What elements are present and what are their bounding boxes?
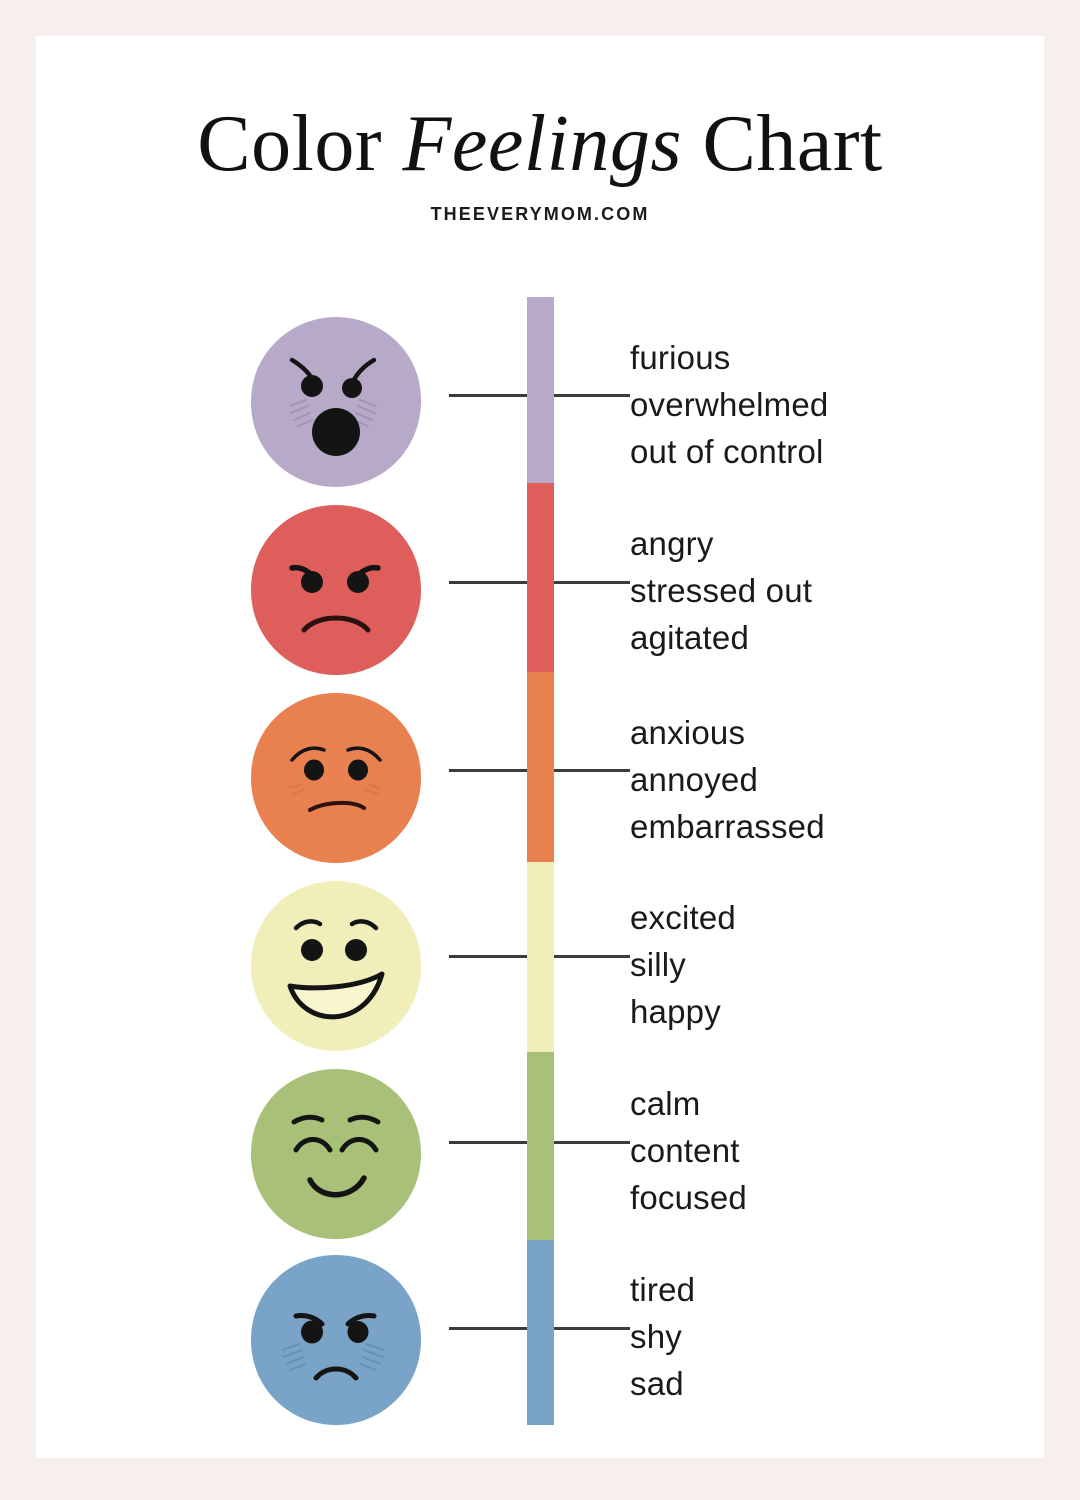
spectrum-segment-purple <box>527 297 554 483</box>
feeling-word: sad <box>630 1365 684 1402</box>
feeling-word: anxious <box>630 714 746 751</box>
spectrum-segment-yellow <box>527 862 554 1052</box>
feeling-word: furious <box>630 339 731 376</box>
face-grinning-yellow <box>248 878 424 1054</box>
face-shouting-purple <box>248 314 424 490</box>
feeling-word: out of control <box>630 433 824 470</box>
feeling-word: angry <box>630 525 714 562</box>
spectrum-segment-red <box>527 483 554 672</box>
feeling-word: excited <box>630 899 736 936</box>
feeling-word: agitated <box>630 619 750 656</box>
face-content-green <box>248 1066 424 1242</box>
title-part-1: Color <box>197 100 403 188</box>
feeling-word: happy <box>630 993 721 1030</box>
feelings-chart: furious overwhelmed out of control angry… <box>36 36 1044 1458</box>
word-group-yellow: excited silly happy <box>630 894 736 1035</box>
word-group-purple: furious overwhelmed out of control <box>630 334 828 475</box>
page-title: Color Feelings Chart <box>36 98 1044 190</box>
feeling-word: content <box>630 1132 740 1169</box>
header: Color Feelings Chart THEEVERYMOM.COM <box>36 98 1044 225</box>
feeling-word: tired <box>630 1271 696 1308</box>
feeling-word: shy <box>630 1318 682 1355</box>
face-worried-orange <box>248 690 424 866</box>
word-group-orange: anxious annoyed embarrassed <box>630 709 825 850</box>
word-group-red: angry stressed out agitated <box>630 520 812 661</box>
color-spectrum-bar <box>527 297 554 1425</box>
feeling-word: annoyed <box>630 761 759 798</box>
face-angry-red <box>248 502 424 678</box>
feeling-word: silly <box>630 946 686 983</box>
feeling-word: overwhelmed <box>630 386 829 423</box>
spectrum-segment-blue <box>527 1240 554 1425</box>
spectrum-segment-orange <box>527 672 554 862</box>
spectrum-segment-green <box>527 1052 554 1240</box>
feeling-word: embarrassed <box>630 808 825 845</box>
word-group-green: calm content focused <box>630 1080 747 1221</box>
title-part-2: Chart <box>681 100 883 188</box>
feeling-word: focused <box>630 1179 747 1216</box>
feeling-word: calm <box>630 1085 701 1122</box>
poster-card: Color Feelings Chart THEEVERYMOM.COM <box>36 36 1044 1458</box>
title-italic-word: Feelings <box>402 100 682 188</box>
feeling-word: stressed out <box>630 572 813 609</box>
face-sad-blue <box>248 1252 424 1428</box>
subtitle-website: THEEVERYMOM.COM <box>430 204 650 224</box>
word-group-blue: tired shy sad <box>630 1266 695 1407</box>
